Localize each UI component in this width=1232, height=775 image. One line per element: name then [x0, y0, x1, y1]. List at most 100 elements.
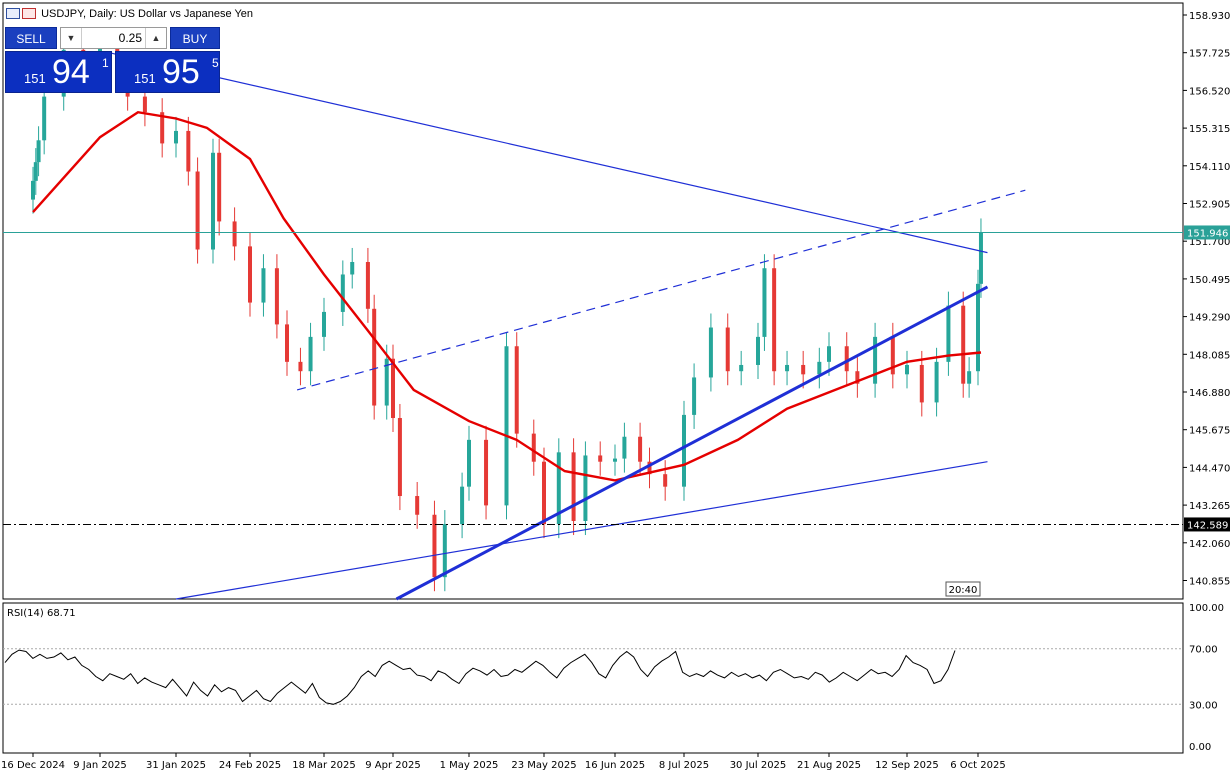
candle-body	[946, 305, 951, 362]
price-axis-tick-label: 149.290	[1189, 313, 1230, 324]
candle-body	[211, 152, 215, 250]
time-axis-tick-label: 30 Jul 2025	[730, 760, 787, 771]
lot-size-stepper[interactable]: ▼ 0.25 ▲	[60, 27, 167, 49]
candle-body	[340, 274, 345, 312]
price-axis-tick-label: 156.520	[1189, 86, 1230, 97]
candle-body	[248, 246, 252, 303]
price-axis-tick-label: 142.060	[1189, 539, 1230, 550]
price-axis-tick-label: 154.110	[1189, 162, 1230, 173]
buy-price-prefix: 151	[134, 71, 156, 86]
candle-body	[432, 514, 437, 578]
chevron-down-icon[interactable]: ▼	[61, 28, 82, 48]
candle-body	[638, 436, 643, 462]
rsi-line	[4, 649, 956, 705]
trendline-support-uptrend	[395, 285, 989, 601]
candle-body	[756, 336, 760, 365]
candle-body	[613, 458, 617, 462]
candle-body	[556, 452, 561, 525]
sell-price[interactable]: 151 94 1	[5, 51, 112, 93]
candle-body	[772, 268, 777, 372]
candle-body	[285, 324, 289, 362]
chart-window-icon	[6, 8, 20, 19]
candle-body	[350, 261, 355, 275]
time-axis-tick-label: 31 Jan 2025	[146, 760, 206, 771]
sell-button[interactable]: SELL	[5, 27, 57, 49]
candle-body	[160, 112, 165, 144]
candle-body	[298, 361, 303, 372]
price-axis-tick-label: 151.700	[1189, 237, 1230, 248]
price-axis-tick-label: 148.085	[1189, 350, 1230, 361]
candle-body	[934, 361, 939, 403]
candle-body	[682, 414, 686, 487]
candle-body	[647, 461, 652, 475]
one-click-trading-panel: SELL ▼ 0.25 ▲ BUY 151 94 1 151 95 5	[5, 27, 220, 93]
candle-body	[484, 439, 489, 506]
rsi-axis-tick-label: 70.00	[1189, 645, 1218, 656]
price-axis-tick-label: 143.265	[1189, 501, 1230, 512]
candle-body	[514, 346, 519, 434]
candle-body	[978, 232, 983, 284]
candle-body	[142, 96, 147, 113]
candle-body	[785, 364, 790, 372]
buy-button[interactable]: BUY	[170, 27, 220, 49]
candle-body	[873, 336, 878, 384]
candle-body	[692, 377, 697, 415]
chevron-up-icon[interactable]: ▲	[145, 28, 166, 48]
time-marker-label: 20:40	[949, 585, 978, 596]
candles-group	[31, 29, 983, 592]
price-panel-frame	[2, 2, 1184, 600]
buy-price-sup: 5	[212, 56, 219, 70]
candle-body	[365, 261, 370, 309]
sell-price-prefix: 151	[24, 71, 46, 86]
candle-body	[232, 221, 237, 247]
time-axis-tick-label: 16 Dec 2024	[1, 760, 65, 771]
candle-body	[397, 418, 402, 497]
time-axis-tick-label: 6 Oct 2025	[950, 760, 1005, 771]
trendline-long-term-support	[175, 461, 988, 600]
chart-title-text: USDJPY, Daily: US Dollar vs Japanese Yen	[41, 8, 254, 20]
time-axis-tick-label: 8 Jul 2025	[659, 760, 709, 771]
rsi-axis-tick-label: 0.00	[1189, 742, 1211, 753]
buy-price-big: 95	[162, 53, 200, 91]
price-axis-tick-label: 157.725	[1189, 49, 1230, 60]
rsi-axis-tick-label: 30.00	[1189, 700, 1218, 711]
rsi-panel-frame	[2, 602, 1184, 754]
time-axis-tick-label: 9 Apr 2025	[365, 760, 420, 771]
candle-body	[217, 152, 222, 222]
candle-body	[542, 461, 546, 525]
candle-body	[391, 358, 395, 419]
candle-body	[583, 455, 588, 521]
candle-body	[384, 358, 389, 406]
candle-body	[827, 346, 831, 362]
candle-body	[855, 371, 860, 384]
candle-body	[531, 433, 536, 462]
candle-body	[739, 364, 744, 372]
sell-price-big: 94	[52, 53, 90, 91]
candle-body	[663, 474, 668, 487]
lot-size-value[interactable]: 0.25	[118, 31, 142, 45]
buy-price[interactable]: 151 95 5	[115, 51, 220, 93]
time-marker-box	[945, 581, 981, 597]
bid-price-label-box	[1184, 225, 1230, 240]
candle-body	[261, 268, 266, 303]
bid-price-label: 151.946	[1187, 228, 1228, 239]
price-axis-tick-label: 144.470	[1189, 463, 1230, 474]
candle-body	[460, 486, 465, 525]
time-axis-tick-label: 18 Mar 2025	[292, 760, 355, 771]
candle-body	[467, 439, 471, 487]
candle-body	[186, 130, 191, 172]
candle-body	[961, 305, 966, 384]
candle-body	[33, 162, 38, 181]
candle-body	[442, 524, 447, 578]
candle-body	[622, 436, 627, 459]
time-axis-tick-label: 21 Aug 2025	[797, 760, 861, 771]
candle-body	[762, 268, 767, 337]
candle-body	[890, 336, 895, 375]
candle-body	[504, 346, 509, 506]
candle-body	[967, 371, 972, 384]
candle-body	[725, 327, 730, 372]
level-price-label: 142.589	[1187, 520, 1228, 531]
candle-body	[817, 361, 822, 375]
sell-price-sup: 1	[102, 56, 109, 70]
